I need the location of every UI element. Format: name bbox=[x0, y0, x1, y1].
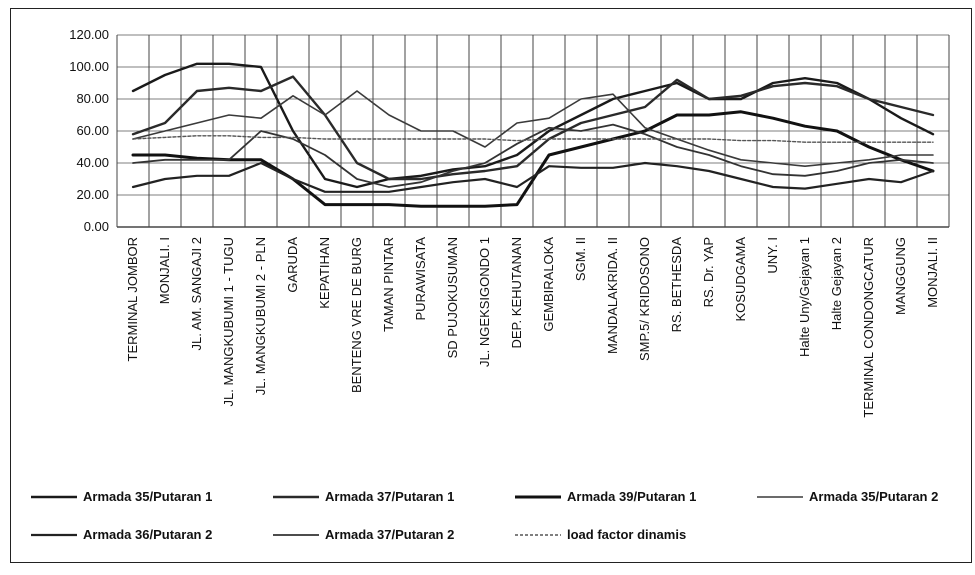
x-tick-label: GARUDA bbox=[285, 237, 300, 293]
x-tick-label: BENTENG VRE DE BURG bbox=[349, 237, 364, 393]
x-tick-label: KOSUDGAMA bbox=[733, 237, 748, 322]
chart-frame: 0.00 20.00 40.00 60.00 80.00 100.00 120.00 TERM… bbox=[10, 8, 972, 563]
x-tick-label: MANDALAKRIDA. II bbox=[605, 237, 620, 354]
x-tick-label: SMP.5/ KRIDOSONO bbox=[637, 237, 652, 361]
x-tick-label: MONJALI. I bbox=[157, 237, 172, 304]
x-tick-label: MONJALI. II bbox=[925, 237, 940, 308]
series-line bbox=[132, 123, 934, 188]
x-tick-label: GEMBIRALOKA bbox=[541, 237, 556, 332]
x-tick-label: JL. MANGKUBUMI 2 - PLN bbox=[253, 237, 268, 395]
x-tick-label: UNY. I bbox=[765, 237, 780, 274]
x-tick-label: TAMAN PINTAR bbox=[381, 237, 396, 332]
x-tick-label: PURAWISATA bbox=[413, 237, 428, 321]
x-tick-label: RS. BETHESDA bbox=[669, 237, 684, 333]
y-tick-label: 40.00 bbox=[76, 155, 109, 170]
series-line bbox=[132, 135, 934, 143]
y-tick-label: 120.00 bbox=[69, 27, 109, 42]
y-tick-label: 20.00 bbox=[76, 187, 109, 202]
y-tick-label: 100.00 bbox=[69, 59, 109, 74]
series-line bbox=[131, 161, 935, 193]
x-tick-label: JL. MANGKUBUMI 1 - TUGU bbox=[221, 237, 236, 407]
x-tick-label: DEP. KEHUTANAN bbox=[509, 237, 524, 349]
y-tick-label: 60.00 bbox=[76, 123, 109, 138]
x-tick-label: Halte Gejayan 2 bbox=[829, 237, 844, 330]
line-chart: 0.00 20.00 40.00 60.00 80.00 100.00 120.00 TERM… bbox=[31, 27, 950, 542]
legend-label: load factor dinamis bbox=[567, 527, 686, 542]
legend-label: Armada 39/Putaran 1 bbox=[567, 489, 696, 504]
y-tick-label: 0.00 bbox=[84, 219, 109, 234]
series-line bbox=[132, 90, 934, 167]
series-line bbox=[131, 110, 935, 208]
legend-label: Armada 36/Putaran 2 bbox=[83, 527, 212, 542]
x-tick-label: TERMINAL CONDONGCATUR bbox=[861, 237, 876, 418]
x-tick-label: TERMINAL JOMBOR bbox=[125, 237, 140, 361]
y-tick-label: 80.00 bbox=[76, 91, 109, 106]
x-tick-label: RS. Dr. YAP bbox=[701, 237, 716, 307]
series-line bbox=[131, 62, 935, 189]
series-line bbox=[131, 75, 935, 181]
legend-label: Armada 37/Putaran 2 bbox=[325, 527, 454, 542]
x-tick-label: MANGGUNG bbox=[893, 237, 908, 315]
x-tick-label: KEPATIHAN bbox=[317, 237, 332, 309]
x-tick-label: JL. AM. SANGAJI 2 bbox=[189, 237, 204, 350]
x-tick-label: SD PUJOKUSUMAN bbox=[445, 237, 460, 358]
x-tick-label: SGM. II bbox=[573, 237, 588, 281]
x-tick-label: Halte Uny/Gejayan 1 bbox=[797, 237, 812, 357]
legend-label: Armada 35/Putaran 2 bbox=[809, 489, 938, 504]
x-tick-label: JL. NGEKSIGONDO 1 bbox=[477, 237, 492, 367]
legend-label: Armada 35/Putaran 1 bbox=[83, 489, 212, 504]
legend-label: Armada 37/Putaran 1 bbox=[325, 489, 454, 504]
